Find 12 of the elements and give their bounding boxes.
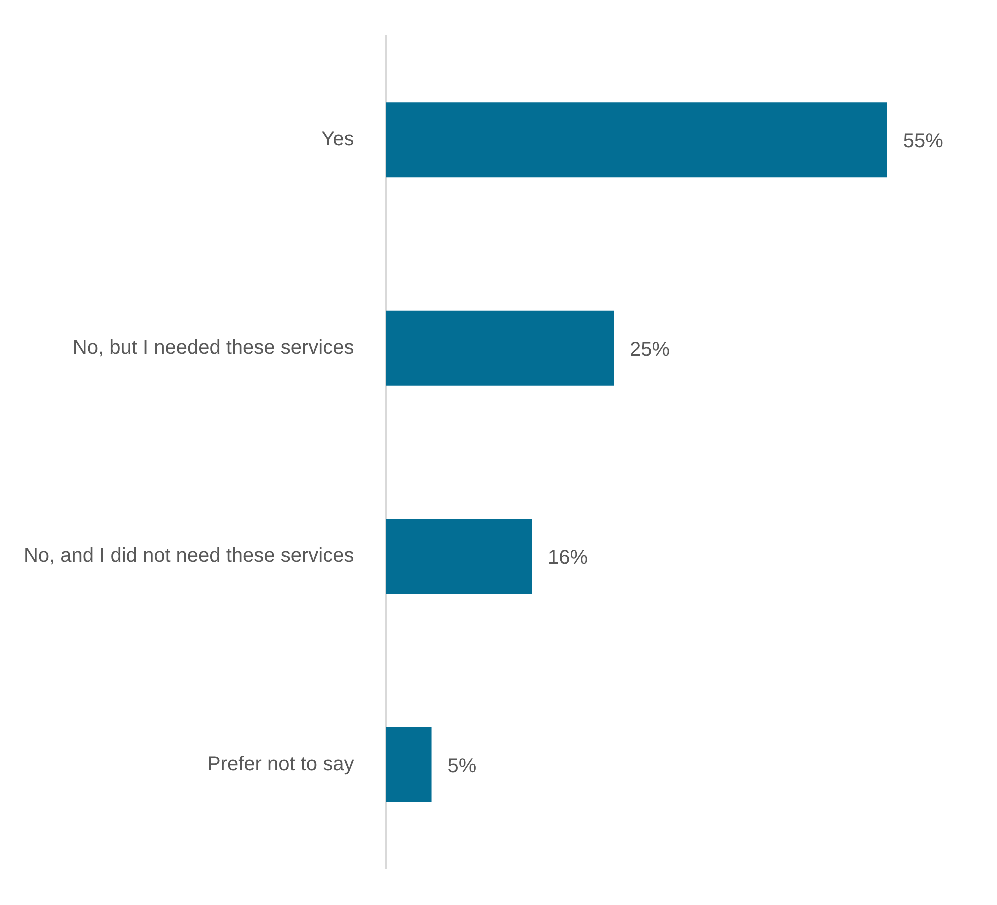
y-tick-label: No, and I did not need these services xyxy=(24,545,354,568)
bar xyxy=(386,310,614,386)
y-tick-label: No, but I needed these services xyxy=(72,336,354,359)
data-label: 55% xyxy=(903,130,944,153)
bar xyxy=(386,727,432,802)
y-tick-label: Yes xyxy=(322,128,354,151)
data-label: 16% xyxy=(548,547,588,570)
data-label: 25% xyxy=(630,338,670,361)
bar xyxy=(386,102,888,178)
bar xyxy=(386,519,532,594)
data-label: 5% xyxy=(448,755,477,778)
y-tick-label: Prefer not to say xyxy=(207,753,354,776)
